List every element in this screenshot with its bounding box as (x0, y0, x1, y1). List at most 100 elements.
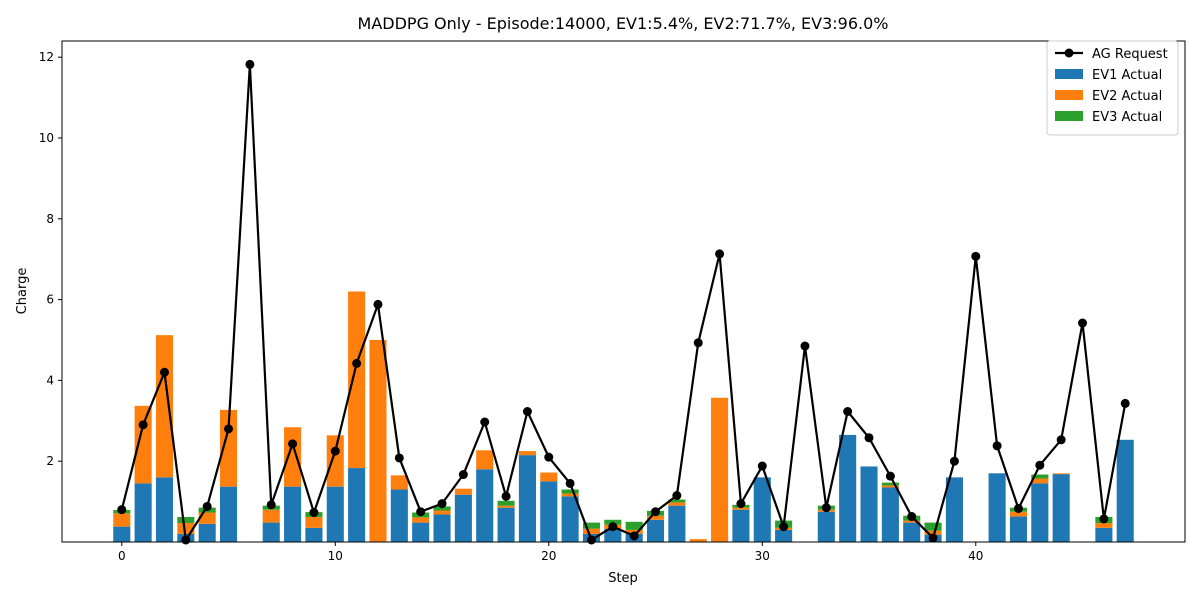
bar-ev3-step-36 (881, 482, 899, 486)
bar-ev3-step-24 (625, 521, 643, 530)
bar-ev1-step-47 (1116, 439, 1134, 542)
bar-ev2-step-28 (711, 397, 729, 542)
ag-request-point-42 (1013, 503, 1023, 513)
bar-ev1-step-31 (775, 529, 793, 542)
bar-ev2-step-17 (476, 450, 494, 470)
ag-request-point-47 (1120, 398, 1130, 408)
bar-ev3-step-22 (582, 522, 601, 529)
bar-ev1-step-1 (134, 483, 152, 542)
bar-ev1-step-44 (1052, 474, 1070, 542)
bar-ev1-step-19 (518, 455, 536, 542)
ag-request-point-22 (586, 535, 596, 545)
legend-swatch-ev2-actual (1055, 90, 1083, 100)
bar-ev1-step-2 (155, 477, 174, 542)
ag-request-point-27 (693, 338, 703, 348)
bar-ev3-step-26 (668, 499, 686, 503)
y-tick-label-4: 4 (46, 373, 54, 387)
legend-swatch-ev3-actual (1055, 111, 1083, 121)
ag-request-point-23 (608, 522, 618, 532)
bar-ev1-step-0 (113, 526, 131, 542)
bar-ev2-step-27 (689, 539, 707, 542)
bar-ev3-step-3 (177, 516, 195, 524)
bar-ev2-step-18 (497, 505, 515, 508)
bar-ev3-step-43 (1031, 474, 1049, 479)
ag-request-point-24 (629, 531, 639, 541)
ag-request-point-45 (1078, 318, 1088, 328)
bar-ev2-step-11 (348, 291, 366, 469)
legend-label-ev1-actual: EV1 Actual (1092, 68, 1162, 83)
bar-ev1-step-21 (561, 496, 579, 542)
bar-ev1-step-33 (817, 511, 835, 542)
x-tick-label-0: 0 (118, 549, 126, 563)
bar-ev2-step-15 (433, 510, 451, 515)
chart-title: MADDPG Only - Episode:14000, EV1:5.4%, E… (358, 14, 889, 33)
legend-label-ev2-actual: EV2 Actual (1092, 89, 1162, 104)
bar-ev2-step-16 (454, 488, 472, 495)
ag-request-point-6 (245, 59, 255, 69)
bar-ev2-step-13 (390, 475, 408, 490)
bar-ev1-step-16 (454, 494, 472, 542)
bar-ev2-step-22 (582, 528, 601, 534)
bar-ev1-step-7 (262, 522, 280, 542)
legend: AG Request EV1 Actual EV2 Actual EV3 Actual (1046, 40, 1179, 136)
ag-request-point-35 (864, 433, 874, 443)
ag-request-point-5 (224, 424, 234, 434)
ag-request-point-33 (821, 503, 831, 513)
ag-request-point-21 (565, 478, 575, 488)
bar-ev1-step-17 (476, 469, 494, 542)
ag-request-point-32 (800, 341, 810, 351)
bar-ev1-step-42 (1009, 516, 1028, 542)
ag-request-point-28 (715, 249, 725, 259)
bar-ev3-step-15 (433, 506, 451, 511)
bar-ev3-step-18 (497, 500, 515, 506)
bar-ev2-step-19 (518, 451, 536, 456)
bar-ev2-step-46 (1095, 523, 1113, 528)
ag-request-point-29 (736, 499, 746, 509)
bar-ev2-step-43 (1031, 478, 1049, 484)
bar-ev2-step-26 (668, 502, 686, 506)
bar-ev1-step-8 (284, 486, 302, 542)
bar-ev1-step-10 (326, 486, 344, 542)
ag-request-point-18 (501, 491, 511, 501)
bar-ev1-step-36 (881, 487, 899, 542)
y-tick-label-12: 12 (39, 50, 54, 64)
ag-request-point-3 (181, 535, 191, 545)
bar-ev1-step-34 (839, 434, 857, 542)
ag-request-point-1 (138, 420, 148, 430)
bar-ev1-step-23 (604, 528, 622, 542)
ag-request-point-46 (1099, 514, 1109, 524)
y-tick-label-8: 8 (46, 212, 54, 226)
bar-ev1-step-29 (732, 509, 750, 542)
x-tick-label-40: 40 (968, 549, 983, 563)
ag-request-point-16 (458, 470, 468, 480)
bar-ev1-step-14 (412, 522, 430, 542)
ag-request-point-17 (480, 417, 490, 427)
ag-request-point-44 (1056, 435, 1066, 445)
x-tick-label-10: 10 (328, 549, 343, 563)
x-tick-label-30: 30 (755, 549, 770, 563)
bar-ev2-step-0 (113, 513, 131, 527)
bar-ev2-step-12 (369, 339, 387, 542)
bar-ev2-step-29 (732, 507, 750, 510)
bar-ev2-step-2 (155, 335, 174, 478)
bar-ev1-step-43 (1031, 483, 1049, 542)
bar-ev1-step-39 (945, 477, 963, 542)
bar-ev1-step-4 (198, 523, 216, 542)
bar-ev1-step-18 (497, 507, 515, 542)
bar-ev2-step-42 (1009, 511, 1028, 517)
bar-ev1-step-5 (219, 486, 238, 542)
bar-ev2-step-36 (881, 485, 899, 488)
legend-label-ag-request: AG Request (1092, 47, 1168, 62)
y-tick-label-6: 6 (46, 293, 54, 307)
ag-request-point-14 (416, 507, 426, 517)
legend-marker-ag-request (1064, 48, 1074, 58)
ag-request-point-34 (843, 407, 853, 416)
bar-ev3-step-21 (561, 489, 579, 494)
x-axis-label: Step (608, 571, 638, 586)
y-tick-label-2: 2 (46, 454, 54, 468)
ag-request-point-2 (159, 367, 169, 377)
bar-ev2-step-37 (903, 520, 921, 523)
bar-ev2-step-38 (924, 530, 942, 535)
bar-ev1-step-35 (860, 466, 878, 542)
bar-ev1-step-26 (668, 505, 686, 542)
